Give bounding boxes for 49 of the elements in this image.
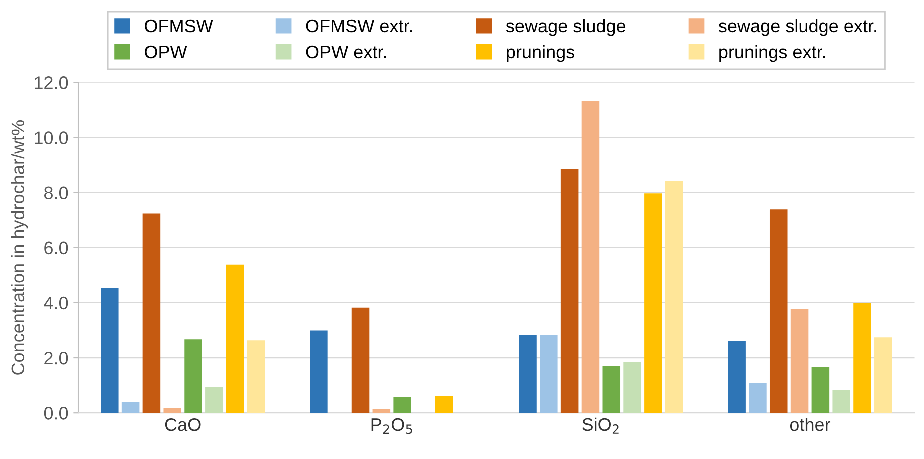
bar [164, 408, 182, 414]
bar [247, 340, 266, 414]
x-tick-label: P$_{2}$O$_{5}$ [372, 418, 412, 434]
bar [122, 402, 140, 414]
bar [749, 383, 767, 414]
legend-label: OPW extr. [306, 46, 386, 59]
legend-label: OFMSW [145, 20, 214, 33]
legend-label: OFMSW extr. [306, 20, 412, 33]
bar [560, 169, 579, 414]
y-tick-label: 0.0 [44, 407, 68, 420]
bar [394, 397, 412, 414]
bar [184, 340, 202, 414]
legend-label: sewage sludge [506, 19, 626, 36]
legend-label: prunings extr. [720, 45, 826, 62]
y-tick-label: 4.0 [44, 296, 68, 310]
y-tick-label: 10.0 [35, 132, 68, 144]
bar [540, 335, 558, 414]
bar [728, 341, 746, 414]
bar [101, 288, 119, 414]
bar [624, 362, 642, 414]
y-tick-label: 12.0 [35, 76, 68, 90]
bar [352, 308, 370, 414]
x-tick-label: other [790, 418, 831, 432]
bar [874, 338, 892, 414]
bar [770, 210, 788, 414]
y-tick-label: 8.0 [44, 186, 68, 200]
y-axis-title: Concentration in hydrochar/wt% [11, 120, 28, 375]
x-tick-label: SiO$_{2}$ [582, 418, 619, 434]
bar [372, 410, 391, 414]
legend-label: sewage sludge extr. [718, 19, 876, 36]
bar [436, 396, 454, 414]
bar [854, 303, 872, 414]
bar [790, 310, 809, 414]
bar [519, 335, 537, 414]
bar [310, 330, 328, 414]
bar [582, 101, 600, 414]
bar [832, 390, 850, 414]
legend-label: OPW [145, 46, 188, 59]
bar [206, 387, 224, 414]
y-tick-label: 6.0 [44, 242, 68, 255]
bar [665, 181, 684, 414]
bar [812, 367, 830, 414]
bar [226, 264, 244, 414]
bar [142, 214, 161, 414]
bar [602, 366, 621, 414]
x-tick-label: CaO [165, 418, 201, 432]
bar [644, 194, 662, 414]
y-tick-label: 2.0 [44, 352, 68, 365]
legend-label: prunings [507, 45, 574, 62]
